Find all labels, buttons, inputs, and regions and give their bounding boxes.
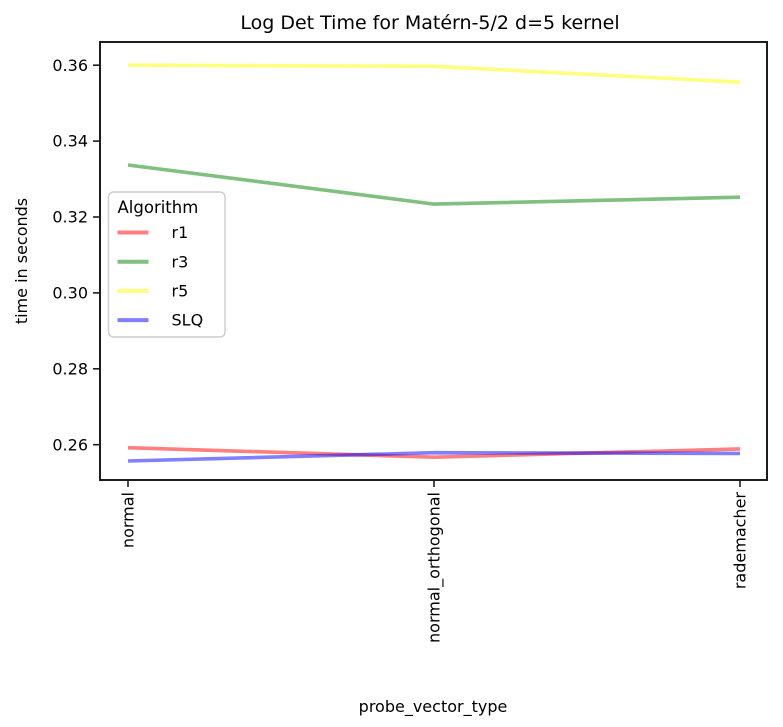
y-tick-label: 0.36 xyxy=(52,56,88,75)
series-line-SLQ xyxy=(127,450,741,463)
x-tick-label: normal_orthogonal xyxy=(425,492,445,643)
legend-label-SLQ: SLQ xyxy=(172,311,204,330)
legend-label-r5: r5 xyxy=(172,282,189,301)
legend-group: Algorithm r1 r3 r5 SLQ xyxy=(107,191,226,338)
legend-title: Algorithm xyxy=(118,198,199,217)
legend-label-r1: r1 xyxy=(172,223,189,242)
y-tick-label: 0.32 xyxy=(52,208,88,227)
legend-box xyxy=(107,191,226,338)
y-tick-label: 0.34 xyxy=(52,132,88,151)
chart-title: Log Det Time for Matérn-5/2 d=5 kernel xyxy=(240,12,619,34)
axes-group: 0.26 0.28 0.30 0.32 0.34 0.36 normal normal_ort… xyxy=(52,41,768,643)
series-lines-group xyxy=(127,63,741,463)
y-tick-label: 0.28 xyxy=(52,359,88,378)
legend-label-r3: r3 xyxy=(172,252,189,271)
y-tick-label: 0.30 xyxy=(52,284,88,303)
y-axis-label: time in seconds xyxy=(12,198,31,324)
series-line-r3 xyxy=(127,163,741,206)
x-tick-label: normal xyxy=(119,492,138,548)
series-line-r5 xyxy=(127,63,741,84)
y-tick-label: 0.26 xyxy=(52,435,88,454)
x-tick-label: rademacher xyxy=(731,492,750,590)
x-axis-label: probe_vector_type xyxy=(359,697,508,717)
